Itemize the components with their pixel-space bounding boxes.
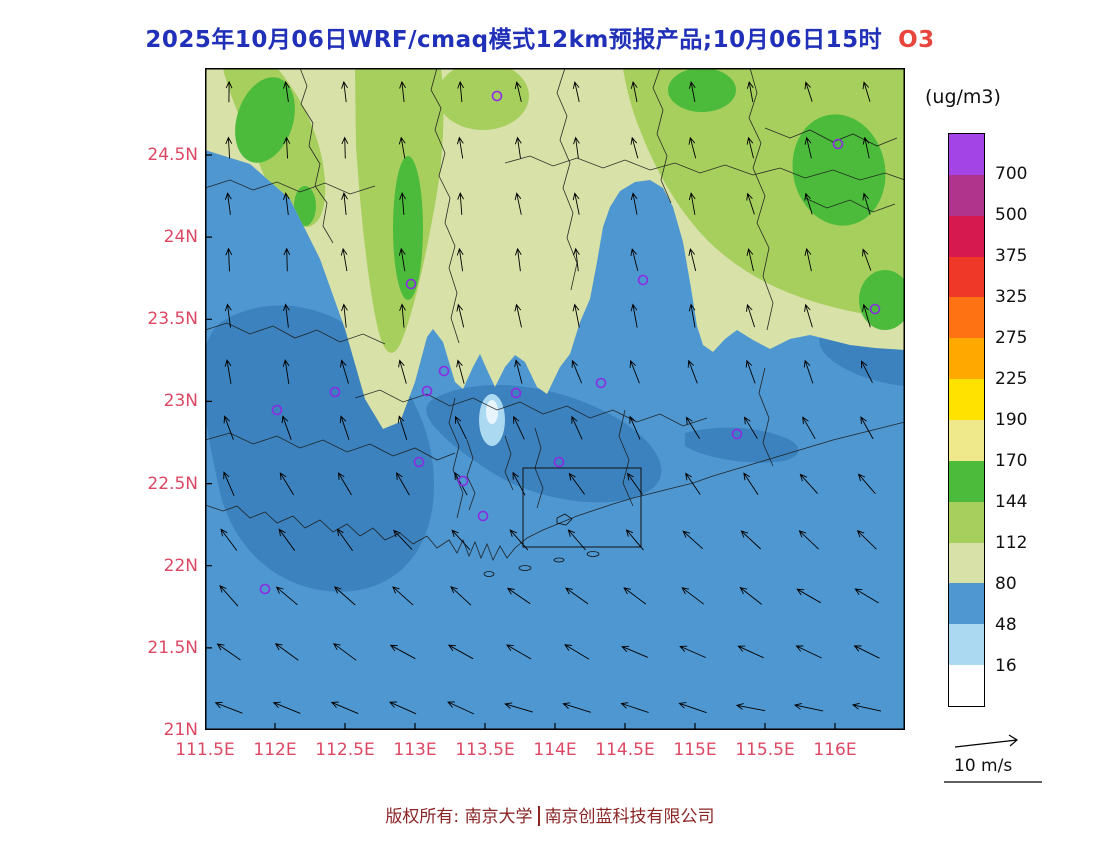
wind-reference-arrow <box>944 734 1042 783</box>
copyright-prefix: 版权所有: <box>385 807 465 827</box>
legend-tick-label: 190 <box>995 410 1028 430</box>
wind-vector-arrows <box>214 80 882 715</box>
station-marker <box>271 404 283 416</box>
lon-tick-label: 114.5E <box>595 740 655 760</box>
contour-fill-green-144-170 <box>235 68 905 330</box>
wind-reference-label: 10 m/s <box>954 756 1012 776</box>
legend-tick-label: 170 <box>995 451 1028 471</box>
delta-highlight-box <box>522 467 642 548</box>
station-marker <box>637 274 649 286</box>
lon-tick-label: 111.5E <box>175 740 235 760</box>
station-marker <box>259 583 271 595</box>
legend-tick-label: 80 <box>995 574 1017 594</box>
legend-tick-label: 500 <box>995 205 1028 225</box>
station-marker <box>510 387 522 399</box>
copyright-org2: 南京创蓝科技有限公司 <box>544 807 715 827</box>
legend-tick-label: 275 <box>995 328 1028 348</box>
map-plot-area <box>202 67 906 731</box>
legend-colorbar <box>948 133 985 707</box>
copyright-line: 版权所有: 南京大学 南京创蓝科技有限公司 <box>0 802 1100 827</box>
lat-tick-label: 23N <box>163 391 198 412</box>
lon-tick-label: 112E <box>253 740 297 760</box>
legend-color-block <box>949 665 984 707</box>
station-marker <box>405 278 417 290</box>
station-marker <box>553 456 565 468</box>
station-marker <box>438 365 450 377</box>
station-marker <box>491 90 503 102</box>
legend-color-block <box>949 297 984 339</box>
legend-color-block <box>949 379 984 421</box>
lon-tick-label: 115.5E <box>735 740 795 760</box>
admin-boundaries <box>204 67 906 561</box>
legend-color-block <box>949 174 984 216</box>
lat-tick-label: 22N <box>163 555 198 576</box>
legend-tick-label: 225 <box>995 369 1028 389</box>
legend-color-block <box>949 460 984 502</box>
legend-tick-label: 325 <box>995 287 1028 307</box>
station-marker <box>421 385 433 397</box>
species-label: O3 <box>898 27 935 53</box>
lon-tick-label: 116E <box>813 740 857 760</box>
title-text: 2025年10月06日WRF/cmaq模式12km预报产品;10月06日15时 <box>145 27 883 53</box>
page-title: 2025年10月06日WRF/cmaq模式12km预报产品;10月06日15时 O… <box>0 20 1080 54</box>
legend-tick-label: 700 <box>995 164 1028 184</box>
legend-color-block <box>949 256 984 298</box>
legend-color-block <box>949 501 984 543</box>
station-marker <box>731 428 743 440</box>
lon-tick-label: 113.5E <box>455 740 515 760</box>
lat-tick-label: 23.5N <box>147 309 198 330</box>
legend-color-block <box>949 542 984 584</box>
wind-reference: 10 m/s <box>944 734 1042 783</box>
station-marker <box>477 510 489 522</box>
legend-tick-label: 112 <box>995 533 1028 553</box>
legend-tick-label: 144 <box>995 492 1028 512</box>
station-marker <box>832 138 844 150</box>
station-marker <box>413 456 425 468</box>
station-marker <box>457 475 469 487</box>
lat-tick-label: 24.5N <box>147 145 198 165</box>
lon-tick-label: 112.5E <box>315 740 375 760</box>
lat-tick-label: 21.5N <box>147 637 198 658</box>
station-marker <box>329 386 341 398</box>
lon-tick-label: 113E <box>393 740 437 760</box>
lat-tick-label: 21N <box>163 720 198 740</box>
lat-tick-label: 22.5N <box>147 473 198 494</box>
legend-units-label: (ug/m3) <box>925 86 1001 108</box>
lon-tick-label: 115E <box>673 740 717 760</box>
copyright-divider <box>537 806 540 826</box>
map-frame <box>205 68 905 730</box>
legend-tick-label: 375 <box>995 246 1028 266</box>
copyright-org1: 南京大学 <box>464 807 533 827</box>
forecast-map <box>202 67 906 731</box>
legend-color-block <box>949 215 984 257</box>
lat-tick-label: 24N <box>163 227 198 248</box>
legend-tick-label: 48 <box>995 615 1017 635</box>
contour-fill-white-lt16 <box>486 400 498 424</box>
lon-tick-label: 114E <box>533 740 577 760</box>
legend-color-block <box>949 420 984 461</box>
legend-color-block <box>949 338 984 380</box>
legend-color-block <box>949 624 984 666</box>
station-markers <box>259 90 881 595</box>
station-marker <box>595 377 607 389</box>
islands <box>483 513 600 577</box>
station-marker <box>869 303 881 315</box>
legend-tick-label: 16 <box>995 656 1017 676</box>
legend-color-block <box>949 583 984 625</box>
legend-color-block <box>949 134 984 175</box>
